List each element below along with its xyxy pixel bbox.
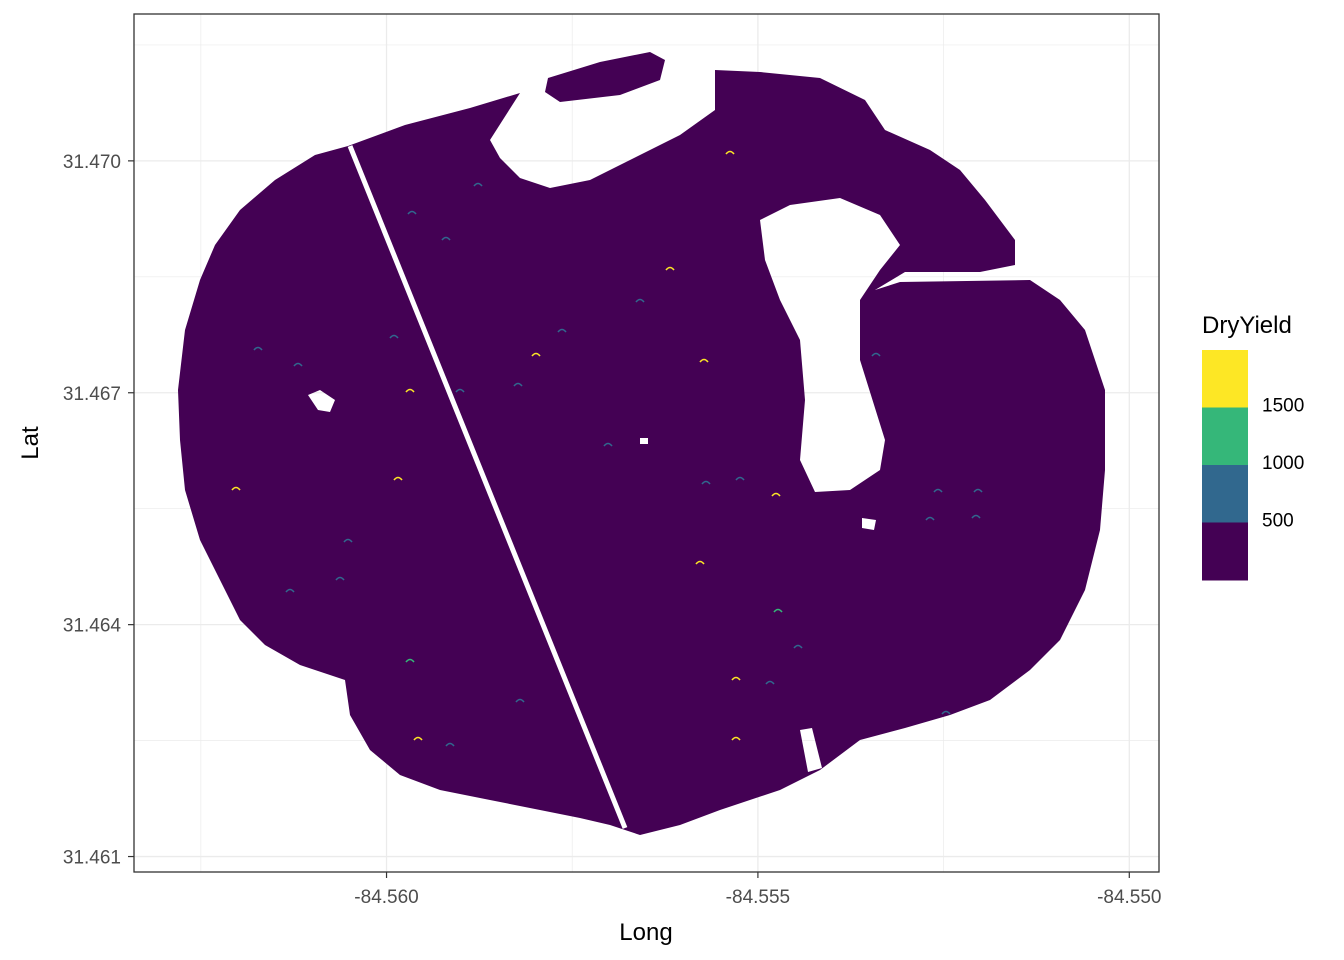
field-north-strip — [545, 52, 665, 102]
yield-point — [793, 644, 803, 649]
x-tick-label: -84.560 — [354, 887, 418, 908]
x-axis-ticks: -84.560 -84.555 -84.550 — [354, 872, 1162, 908]
yield-point — [695, 560, 705, 565]
y-axis-title: Lat — [17, 426, 44, 460]
y-tick-label: 31.467 — [63, 384, 121, 405]
yield-point — [515, 698, 525, 703]
y-tick-label: 31.470 — [63, 152, 121, 173]
yield-point — [231, 486, 241, 491]
yield-point — [253, 346, 263, 351]
yield-point — [335, 576, 345, 581]
yield-point — [925, 516, 935, 521]
x-tick-label: -84.555 — [726, 887, 790, 908]
yield-point — [603, 442, 613, 447]
yield-point — [773, 608, 783, 613]
yield-point — [343, 538, 353, 543]
yield-point — [871, 352, 881, 357]
yield-point — [971, 514, 981, 519]
plot-border — [133, 13, 1160, 873]
legend-labels: 1500 1000 500 — [1262, 396, 1304, 532]
yield-point — [557, 328, 567, 333]
y-axis-ticks: 31.461 31.464 31.467 31.470 — [63, 152, 134, 869]
yield-point — [405, 388, 415, 393]
yield-point — [445, 742, 455, 747]
yield-point — [941, 710, 951, 715]
yield-field — [178, 52, 1105, 835]
legend: DryYield 1500 1000 500 — [1202, 312, 1304, 581]
legend-label: 500 — [1262, 511, 1294, 532]
yield-point — [293, 362, 303, 367]
yield-point — [765, 680, 775, 685]
yield-point — [731, 736, 741, 741]
yield-point — [725, 150, 735, 155]
yield-point — [413, 736, 423, 741]
yield-point — [389, 334, 399, 339]
yield-point — [665, 266, 675, 271]
yield-point — [531, 352, 541, 357]
yield-point — [731, 676, 741, 681]
yield-point — [973, 488, 983, 493]
yield-point — [635, 298, 645, 303]
legend-label: 1500 — [1262, 396, 1304, 417]
x-tick-label: -84.550 — [1097, 887, 1161, 908]
yield-point — [933, 488, 943, 493]
legend-label: 1000 — [1262, 453, 1304, 474]
legend-key — [1202, 350, 1248, 408]
yield-point — [407, 210, 417, 215]
yield-point — [393, 476, 403, 481]
legend-keys — [1202, 350, 1248, 581]
yield-point — [455, 388, 465, 393]
high-yield-points — [231, 150, 983, 747]
legend-key — [1202, 465, 1248, 523]
yield-point — [441, 236, 451, 241]
legend-key — [1202, 522, 1248, 581]
yield-point — [405, 658, 415, 663]
y-tick-label: 31.461 — [63, 848, 121, 869]
legend-title: DryYield — [1202, 312, 1292, 339]
field-yield-area — [178, 70, 1105, 835]
yield-point — [473, 182, 483, 187]
yield-point — [735, 476, 745, 481]
yield-point — [285, 588, 295, 593]
legend-key — [1202, 407, 1248, 466]
yield-point — [699, 358, 709, 363]
yield-point — [771, 492, 781, 497]
yield-point — [513, 382, 523, 387]
yield-point — [701, 480, 711, 485]
field-gap-line — [347, 145, 628, 829]
y-tick-label: 31.464 — [63, 616, 122, 637]
x-axis-title: Long — [619, 919, 672, 946]
